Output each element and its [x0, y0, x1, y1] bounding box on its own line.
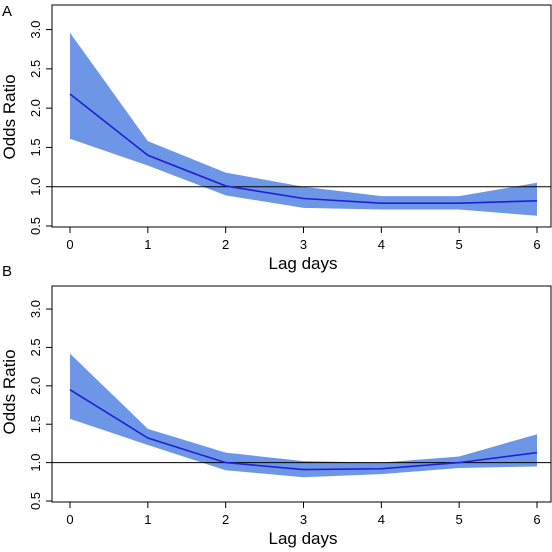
- x-tick-label: 5: [456, 512, 463, 527]
- y-tick-label: 1.5: [28, 138, 43, 156]
- confidence-band: [70, 353, 537, 478]
- x-tick-label: 6: [533, 237, 540, 252]
- y-tick-label: 2.0: [28, 99, 43, 117]
- x-tick-label: 3: [300, 237, 307, 252]
- x-tick-label: 1: [144, 237, 151, 252]
- confidence-band: [70, 32, 537, 216]
- y-tick-label: 0.5: [28, 217, 43, 235]
- x-tick-label: 4: [378, 237, 385, 252]
- x-tick-label: 6: [533, 512, 540, 527]
- plot-frame: [51, 285, 552, 503]
- y-tick-label: 1.0: [28, 178, 43, 196]
- x-tick-label: 4: [378, 512, 385, 527]
- x-axis-title: Lag days: [269, 254, 338, 273]
- x-tick-label: 3: [300, 512, 307, 527]
- x-axis-title: Lag days: [269, 529, 338, 548]
- x-tick-label: 2: [222, 512, 229, 527]
- y-tick-label: 1.5: [28, 415, 43, 433]
- y-tick-label: 2.0: [28, 377, 43, 395]
- plot-frame: [51, 4, 552, 228]
- x-tick-label: 5: [456, 237, 463, 252]
- y-tick-label: 1.0: [28, 454, 43, 472]
- y-tick-label: 3.0: [28, 300, 43, 318]
- x-tick-label: 0: [66, 237, 73, 252]
- y-tick-label: 2.5: [28, 338, 43, 356]
- panel-label: B: [2, 263, 12, 280]
- y-tick-label: 3.0: [28, 21, 43, 39]
- x-tick-label: 1: [144, 512, 151, 527]
- y-tick-label: 2.5: [28, 60, 43, 78]
- y-tick-label: 0.5: [28, 492, 43, 510]
- panel-label: A: [2, 3, 12, 20]
- estimate-line: [69, 93, 538, 205]
- estimate-line: [69, 388, 538, 471]
- x-tick-label: 2: [222, 237, 229, 252]
- panel-a: A Odds Ratio Lag days 0.5 1.0 1.5 2.0 2.5 3.0…: [0, 3, 552, 273]
- panel-b: B Odds Ratio Lag days 0.5 1.0 1.5 2.0 2.5 3.0…: [0, 263, 552, 548]
- y-axis-title: Odds Ratio: [0, 349, 19, 434]
- x-tick-label: 0: [66, 512, 73, 527]
- y-axis-title: Odds Ratio: [0, 74, 19, 159]
